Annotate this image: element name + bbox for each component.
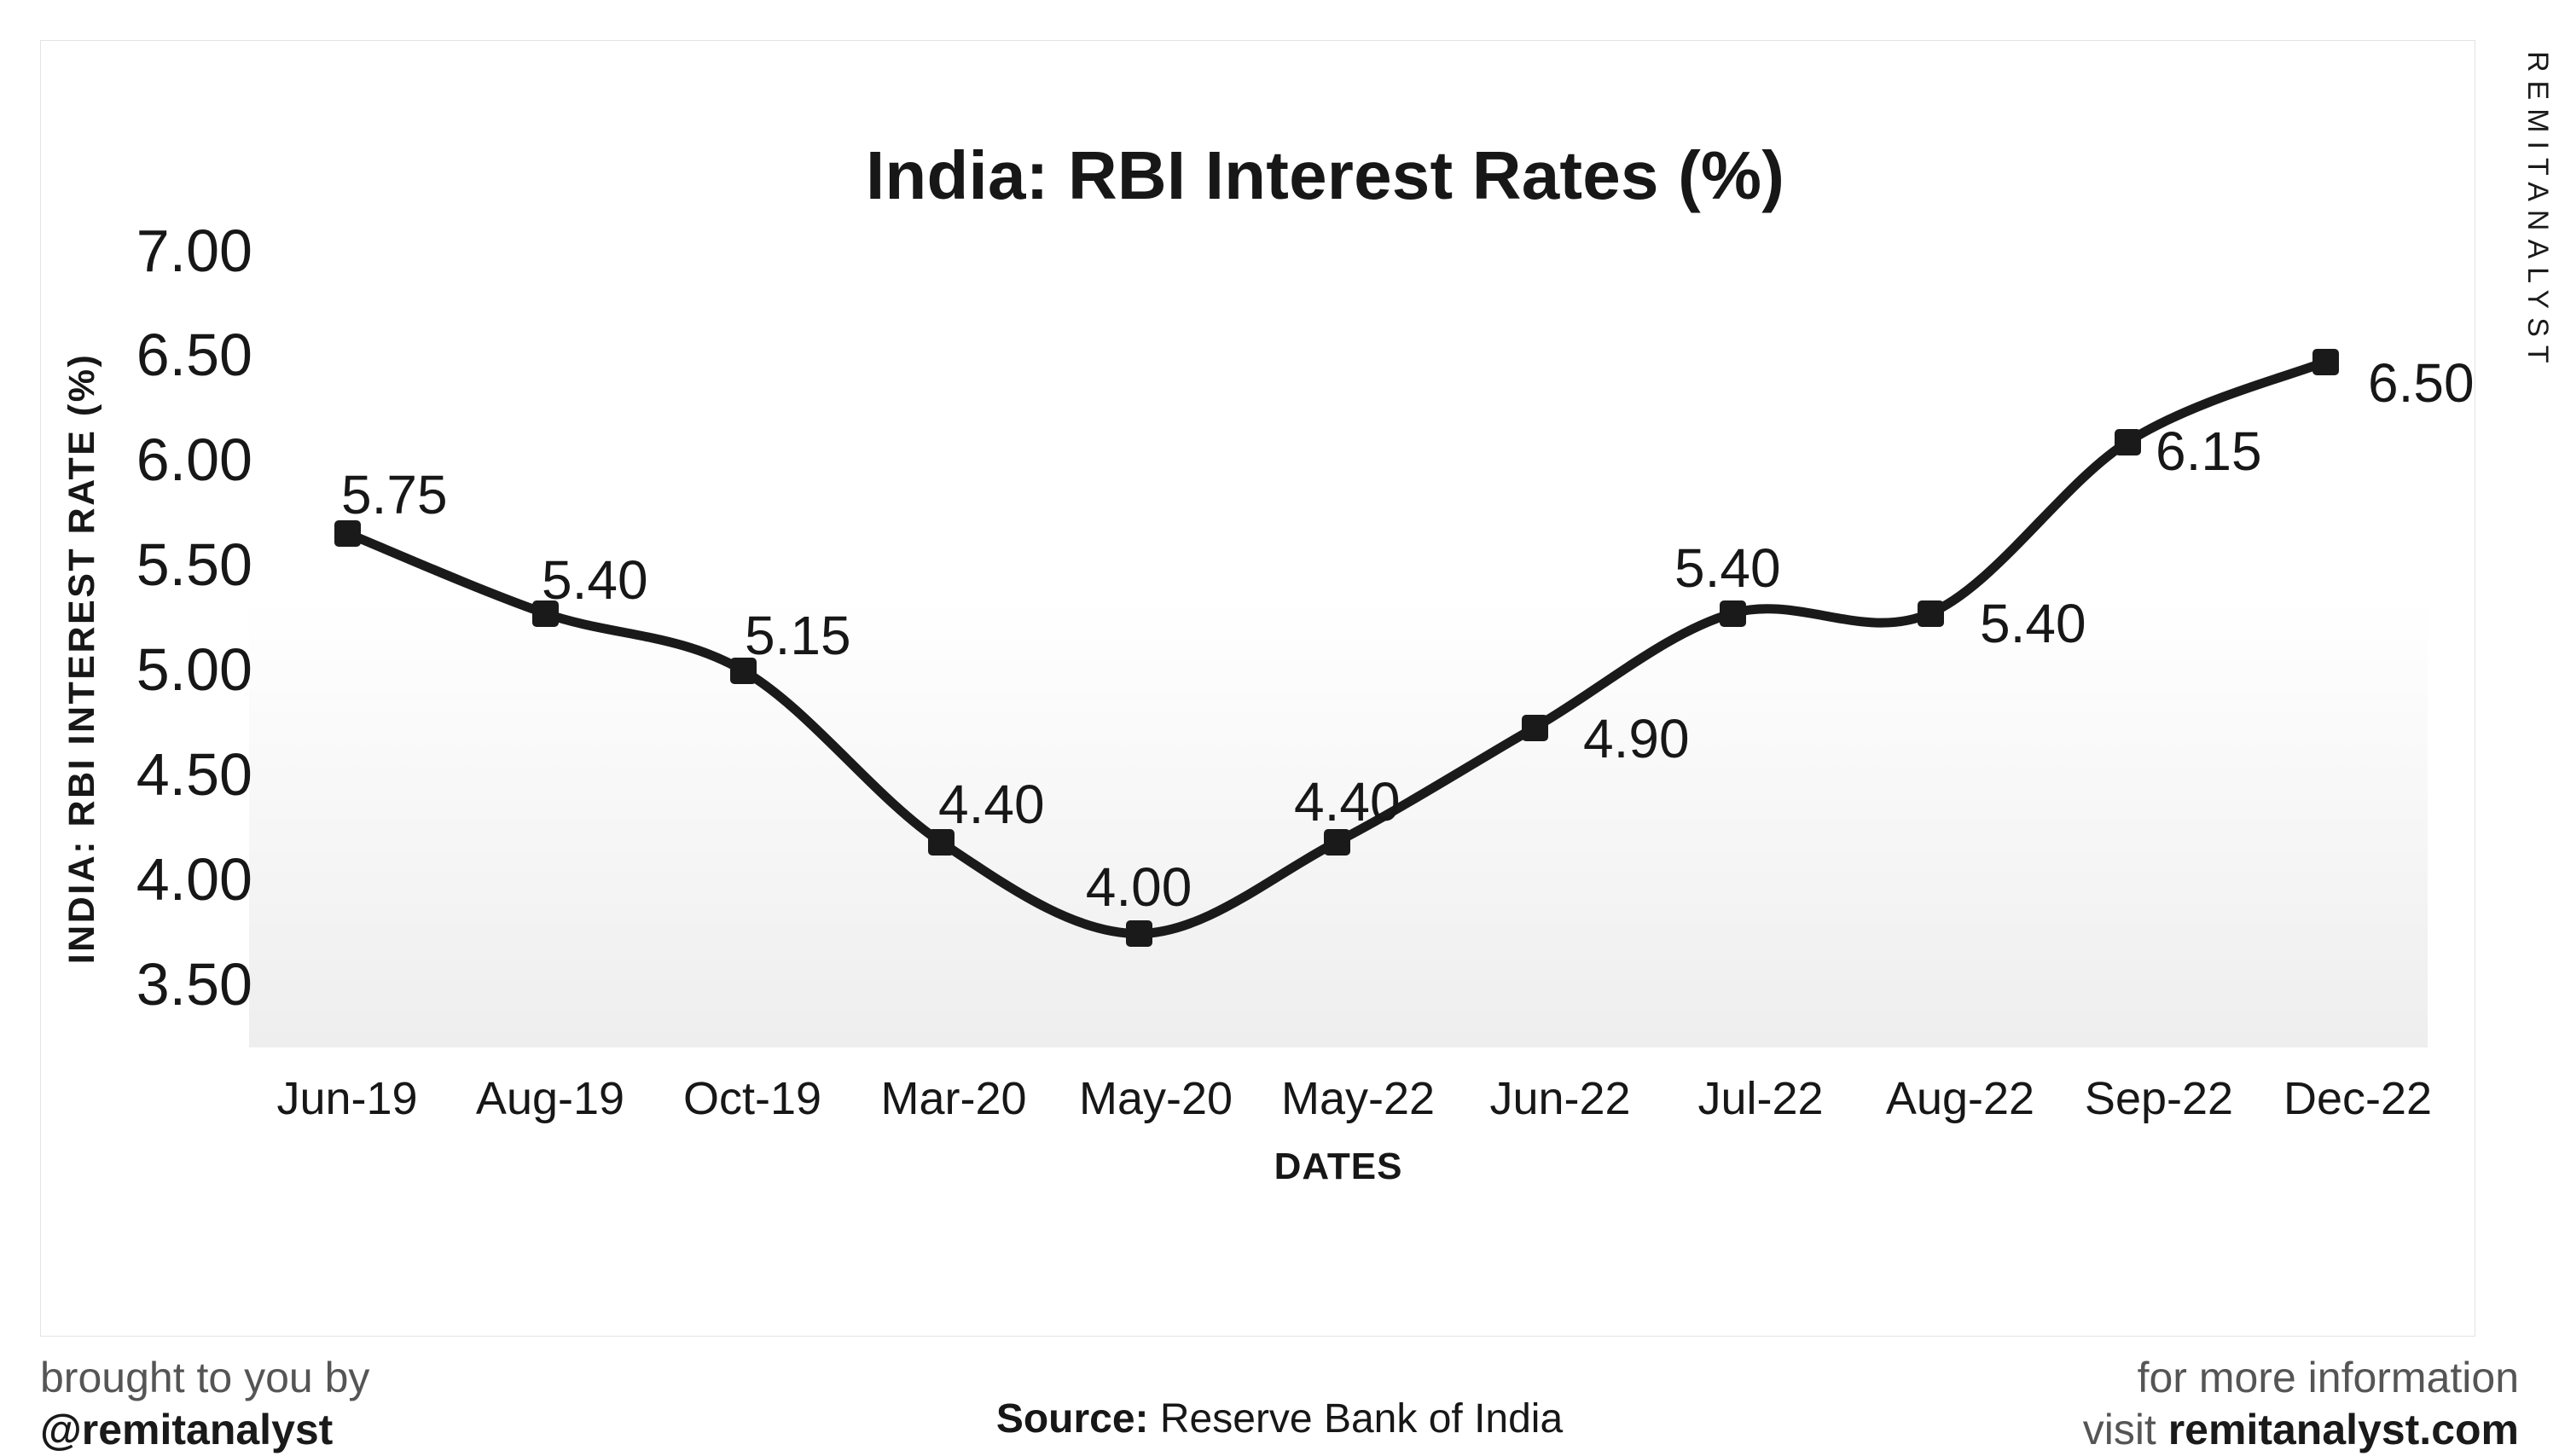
svg-text:Jun-22: Jun-22: [1489, 1073, 1630, 1124]
svg-text:5.00: 5.00: [136, 636, 252, 703]
svg-text:4.50: 4.50: [136, 741, 252, 808]
svg-text:6.50: 6.50: [2368, 352, 2475, 414]
svg-text:3.50: 3.50: [136, 951, 252, 1018]
svg-text:Oct-19: Oct-19: [683, 1073, 821, 1124]
svg-text:7.00: 7.00: [136, 218, 252, 284]
svg-text:May-22: May-22: [1281, 1073, 1435, 1124]
svg-text:4.00: 4.00: [1086, 856, 1192, 918]
svg-text:4.40: 4.40: [938, 774, 1045, 835]
svg-text:5.15: 5.15: [745, 605, 851, 666]
svg-text:Jun-19: Jun-19: [276, 1073, 417, 1124]
svg-text:Dec-22: Dec-22: [2283, 1073, 2432, 1124]
svg-text:Sep-22: Sep-22: [2085, 1073, 2233, 1124]
svg-text:5.40: 5.40: [542, 549, 648, 611]
svg-text:5.75: 5.75: [341, 464, 448, 525]
svg-text:May-20: May-20: [1079, 1073, 1233, 1124]
svg-text:Aug-19: Aug-19: [476, 1073, 624, 1124]
svg-text:6.15: 6.15: [2156, 421, 2262, 482]
svg-text:4.00: 4.00: [136, 846, 252, 913]
svg-text:Mar-20: Mar-20: [880, 1073, 1026, 1124]
svg-text:6.00: 6.00: [136, 426, 252, 493]
svg-text:5.40: 5.40: [1674, 537, 1781, 599]
svg-text:4.90: 4.90: [1583, 708, 1690, 769]
svg-text:Aug-22: Aug-22: [1886, 1073, 2034, 1124]
svg-text:Jul-22: Jul-22: [1697, 1073, 1823, 1124]
svg-text:4.40: 4.40: [1294, 771, 1401, 832]
svg-text:5.40: 5.40: [1980, 593, 2086, 654]
svg-text:6.50: 6.50: [136, 322, 252, 388]
svg-text:5.50: 5.50: [136, 531, 252, 598]
